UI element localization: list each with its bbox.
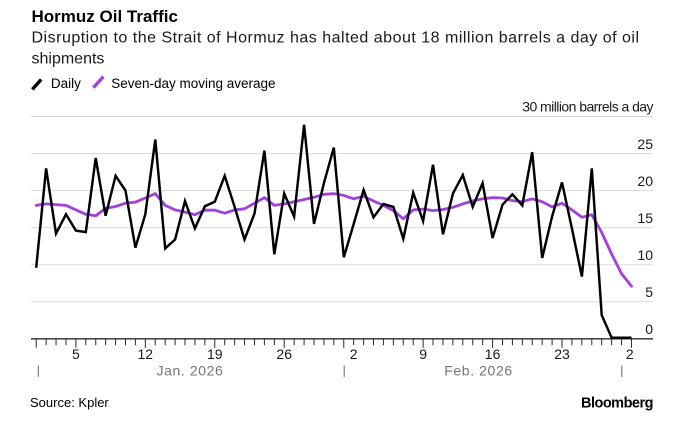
svg-text:Daily: Daily (51, 76, 81, 91)
svg-text:shipments: shipments (32, 51, 105, 68)
svg-text:23: 23 (554, 346, 570, 362)
svg-text:20: 20 (637, 173, 653, 189)
svg-text:Seven-day moving average: Seven-day moving average (111, 76, 275, 91)
svg-text:0: 0 (645, 321, 653, 337)
svg-text:19: 19 (207, 346, 223, 362)
svg-text:30 million barrels a day: 30 million barrels a day (522, 99, 653, 115)
svg-text:Feb. 2026: Feb. 2026 (444, 363, 512, 379)
svg-text:16: 16 (485, 346, 501, 362)
svg-text:5: 5 (645, 284, 653, 300)
svg-text:2: 2 (350, 346, 358, 362)
svg-text:9: 9 (419, 346, 427, 362)
svg-text:10: 10 (637, 247, 653, 263)
svg-text:Hormuz Oil Traffic: Hormuz Oil Traffic (32, 7, 178, 26)
svg-text:26: 26 (276, 346, 292, 362)
svg-text:5: 5 (72, 346, 80, 362)
svg-text:Jan. 2026: Jan. 2026 (157, 363, 224, 379)
svg-text:25: 25 (637, 136, 653, 152)
svg-text:Source: Kpler: Source: Kpler (30, 395, 109, 410)
svg-text:12: 12 (138, 346, 154, 362)
svg-text:2: 2 (626, 346, 634, 362)
svg-text:Bloomberg: Bloomberg (581, 396, 653, 412)
svg-text:15: 15 (637, 210, 653, 226)
svg-text:Disruption to the Strait of Ho: Disruption to the Strait of Hormuz has h… (32, 30, 640, 47)
